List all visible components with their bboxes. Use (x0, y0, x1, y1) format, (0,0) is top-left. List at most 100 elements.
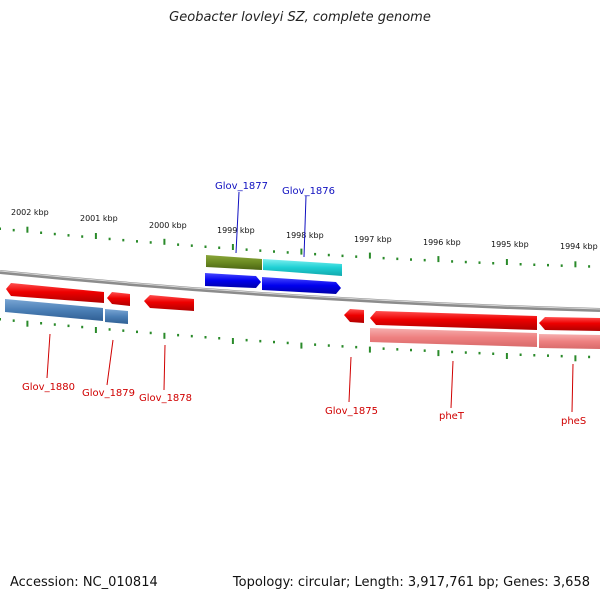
lower-scale-tick-27 (368, 346, 371, 353)
upper-scale-tick-33 (451, 260, 454, 263)
lower-scale-tick-8 (108, 328, 111, 331)
upper-scale-tick-5 (67, 234, 70, 237)
gene-phes-rna (539, 334, 600, 349)
scale-label-1995: 1995 kbp (491, 240, 529, 249)
gene-glov-1876-cds (262, 277, 341, 294)
upper-scale-tick-39 (533, 263, 536, 266)
upper-scale-ticks (0, 226, 591, 268)
lower-scale-tick-6 (81, 325, 84, 329)
scale-label-2001: 2001 kbp (80, 214, 118, 223)
scale-label-2000: 2000 kbp (149, 221, 187, 230)
upper-scale-tick-17 (231, 244, 234, 250)
gene-glov-1877-cds (205, 273, 261, 288)
scale-label-1996: 1996 kbp (423, 238, 461, 247)
lower-scale-tick-15 (204, 336, 207, 339)
upper-scale-tick-19 (259, 249, 262, 252)
lower-scale-tick-34 (464, 351, 467, 354)
lower-scale-tick-30 (410, 348, 412, 352)
upper-scale-tick-6 (81, 235, 84, 238)
scale-label-2002: 2002 kbp (11, 208, 49, 217)
upper-scale-tick-18 (245, 248, 248, 251)
lower-scale-tick-18 (245, 338, 248, 342)
upper-scale-tick-24 (327, 253, 330, 257)
lower-scale-tick-19 (259, 339, 262, 343)
lower-scale-tick-9 (122, 329, 125, 332)
lower-scale-tick-41 (560, 354, 563, 358)
gene-callout-lines (46, 191, 574, 413)
lower-scale-tick-42 (574, 355, 577, 362)
gene-glov-1880[interactable] (5, 283, 104, 321)
gene-glov-1877[interactable] (205, 255, 262, 288)
gene-glov-1879[interactable] (105, 292, 130, 324)
upper-scale-tick-29 (396, 257, 399, 261)
label-glov-1880[interactable]: Glov_1880 (22, 382, 75, 393)
lower-scale-tick-23 (314, 343, 317, 346)
upper-scale-tick-43 (588, 265, 591, 268)
lower-scale-tick-5 (67, 324, 70, 328)
upper-scale-tick-38 (519, 263, 522, 266)
gene-glov-1875[interactable] (344, 309, 364, 323)
gene-phet[interactable] (370, 311, 537, 347)
gene-phet-rna (370, 328, 537, 347)
upper-scale-tick-2 (26, 226, 29, 233)
upper-scale-tick-36 (492, 262, 495, 265)
gene-glov-1880-rna (5, 299, 103, 321)
lower-scale-ticks (0, 318, 591, 362)
gene-glov-1878[interactable] (144, 295, 194, 311)
upper-scale-tick-32 (437, 256, 440, 263)
label-glov-1879[interactable]: Glov_1879 (82, 388, 135, 399)
upper-scale-tick-40 (547, 263, 549, 267)
label-glov-1878[interactable]: Glov_1878 (139, 393, 192, 404)
label-glov-1877[interactable]: Glov_1877 (215, 181, 268, 192)
upper-scale-tick-10 (136, 240, 138, 243)
gene-glov-1876[interactable] (262, 259, 342, 294)
lower-scale-tick-3 (40, 322, 43, 325)
lower-scale-tick-16 (218, 337, 221, 340)
upper-scale-tick-42 (574, 261, 577, 268)
upper-scale-tick-3 (40, 231, 43, 234)
lower-scale-tick-40 (547, 354, 549, 357)
lower-scale-tick-39 (533, 354, 536, 357)
lower-scale-tick-28 (382, 347, 385, 350)
label-phes[interactable]: pheS (561, 416, 586, 427)
genome-backbone (0, 270, 600, 312)
lower-scale-tick-11 (149, 331, 152, 335)
upper-scale-tick-0 (0, 227, 1, 230)
upper-scale-tick-7 (94, 233, 97, 239)
upper-scale-tick-8 (108, 237, 111, 241)
lower-scale-tick-22 (300, 342, 303, 349)
lower-scale-tick-1 (12, 319, 15, 322)
upper-scale-tick-12 (163, 238, 166, 245)
lower-scale-tick-24 (327, 344, 330, 347)
lower-scale-tick-36 (492, 352, 495, 355)
upper-scale-tick-25 (341, 254, 344, 258)
upper-scale-tick-11 (149, 241, 152, 244)
lower-scale-tick-4 (53, 323, 56, 326)
gene-phes[interactable] (539, 317, 600, 349)
lower-scale-tick-25 (341, 345, 344, 348)
lower-scale-tick-14 (190, 334, 193, 338)
scale-label-1997: 1997 kbp (354, 235, 392, 244)
upper-scale-tick-23 (314, 252, 317, 256)
lower-scale-tick-31 (423, 349, 426, 352)
lower-scale-tick-12 (163, 332, 166, 339)
lower-scale-tick-37 (505, 353, 508, 359)
lower-scale-tick-21 (286, 341, 289, 345)
lower-scale-tick-2 (26, 320, 29, 327)
lower-scale-tick-38 (519, 353, 522, 356)
upper-scale-tick-26 (355, 255, 358, 258)
lower-scale-tick-43 (588, 355, 591, 359)
upper-scale-tick-28 (382, 256, 385, 260)
label-glov-1875[interactable]: Glov_1875 (325, 406, 378, 417)
map-title: Geobacter lovleyi SZ, complete genome (169, 10, 431, 25)
scale-label-1994: 1994 kbp (560, 242, 598, 251)
upper-scale-tick-30 (410, 258, 412, 261)
upper-scale-tick-35 (478, 261, 481, 264)
label-phet[interactable]: pheT (439, 411, 465, 422)
upper-scale-tick-13 (177, 243, 180, 246)
label-glov-1876[interactable]: Glov_1876 (282, 186, 335, 197)
upper-scale-tick-31 (423, 258, 426, 262)
scale-label-1999: 1999 kbp (217, 226, 255, 235)
